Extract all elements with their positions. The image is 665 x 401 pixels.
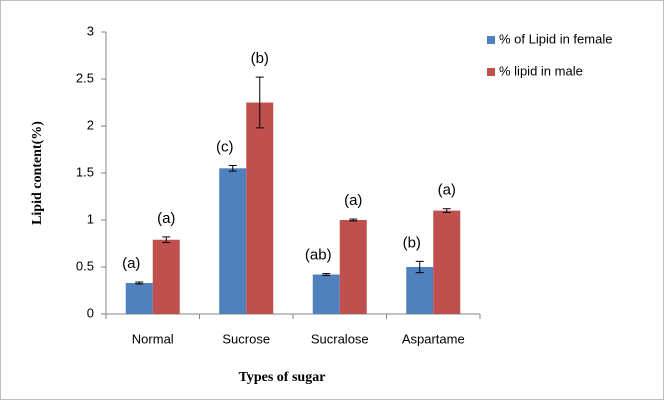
y-tick-label: 2.5 bbox=[76, 70, 94, 85]
legend-swatch bbox=[487, 36, 495, 44]
error-bar bbox=[349, 218, 358, 222]
x-tick-label: Aspartame bbox=[402, 331, 465, 346]
x-tick-label: Normal bbox=[132, 331, 174, 346]
y-tick-label: 1 bbox=[87, 211, 94, 226]
significance-letter: (a) bbox=[344, 192, 362, 209]
legend-label: % of Lipid in female bbox=[499, 31, 612, 46]
error-bar bbox=[415, 260, 424, 274]
y-tick-label: 1.5 bbox=[76, 164, 94, 179]
bar bbox=[246, 102, 274, 314]
y-tick-label: 0.5 bbox=[76, 258, 94, 273]
significance-letter: (a) bbox=[438, 182, 456, 199]
significance-letter: (a) bbox=[157, 210, 175, 227]
bar bbox=[312, 274, 340, 314]
bar bbox=[433, 210, 461, 314]
bar bbox=[339, 220, 367, 314]
error-bar bbox=[162, 236, 171, 244]
significance-letter: (b) bbox=[403, 234, 421, 251]
significance-letter: (a) bbox=[122, 255, 140, 272]
bar bbox=[125, 282, 153, 314]
bar bbox=[406, 267, 434, 314]
bar bbox=[152, 239, 180, 314]
error-bar bbox=[255, 76, 264, 129]
error-bar bbox=[322, 273, 331, 276]
bar bbox=[219, 168, 247, 314]
x-axis-label: Types of sugar bbox=[239, 370, 326, 385]
y-tick-label: 0 bbox=[87, 305, 94, 320]
x-tick-label: Sucrose bbox=[222, 331, 270, 346]
significance-letter: (c) bbox=[216, 138, 234, 155]
y-tick-label: 3 bbox=[87, 23, 94, 38]
legend-label: % lipid in male bbox=[499, 63, 583, 78]
error-bar bbox=[228, 164, 237, 172]
y-axis-label: Lipid content(%) bbox=[30, 121, 45, 225]
significance-letter: (b) bbox=[251, 50, 269, 67]
error-bar bbox=[442, 208, 451, 213]
significance-letter: (ab) bbox=[305, 247, 332, 264]
legend-swatch bbox=[487, 68, 495, 76]
x-tick-label: Sucralose bbox=[311, 331, 369, 346]
y-tick-label: 2 bbox=[87, 117, 94, 132]
error-bar bbox=[135, 281, 144, 285]
